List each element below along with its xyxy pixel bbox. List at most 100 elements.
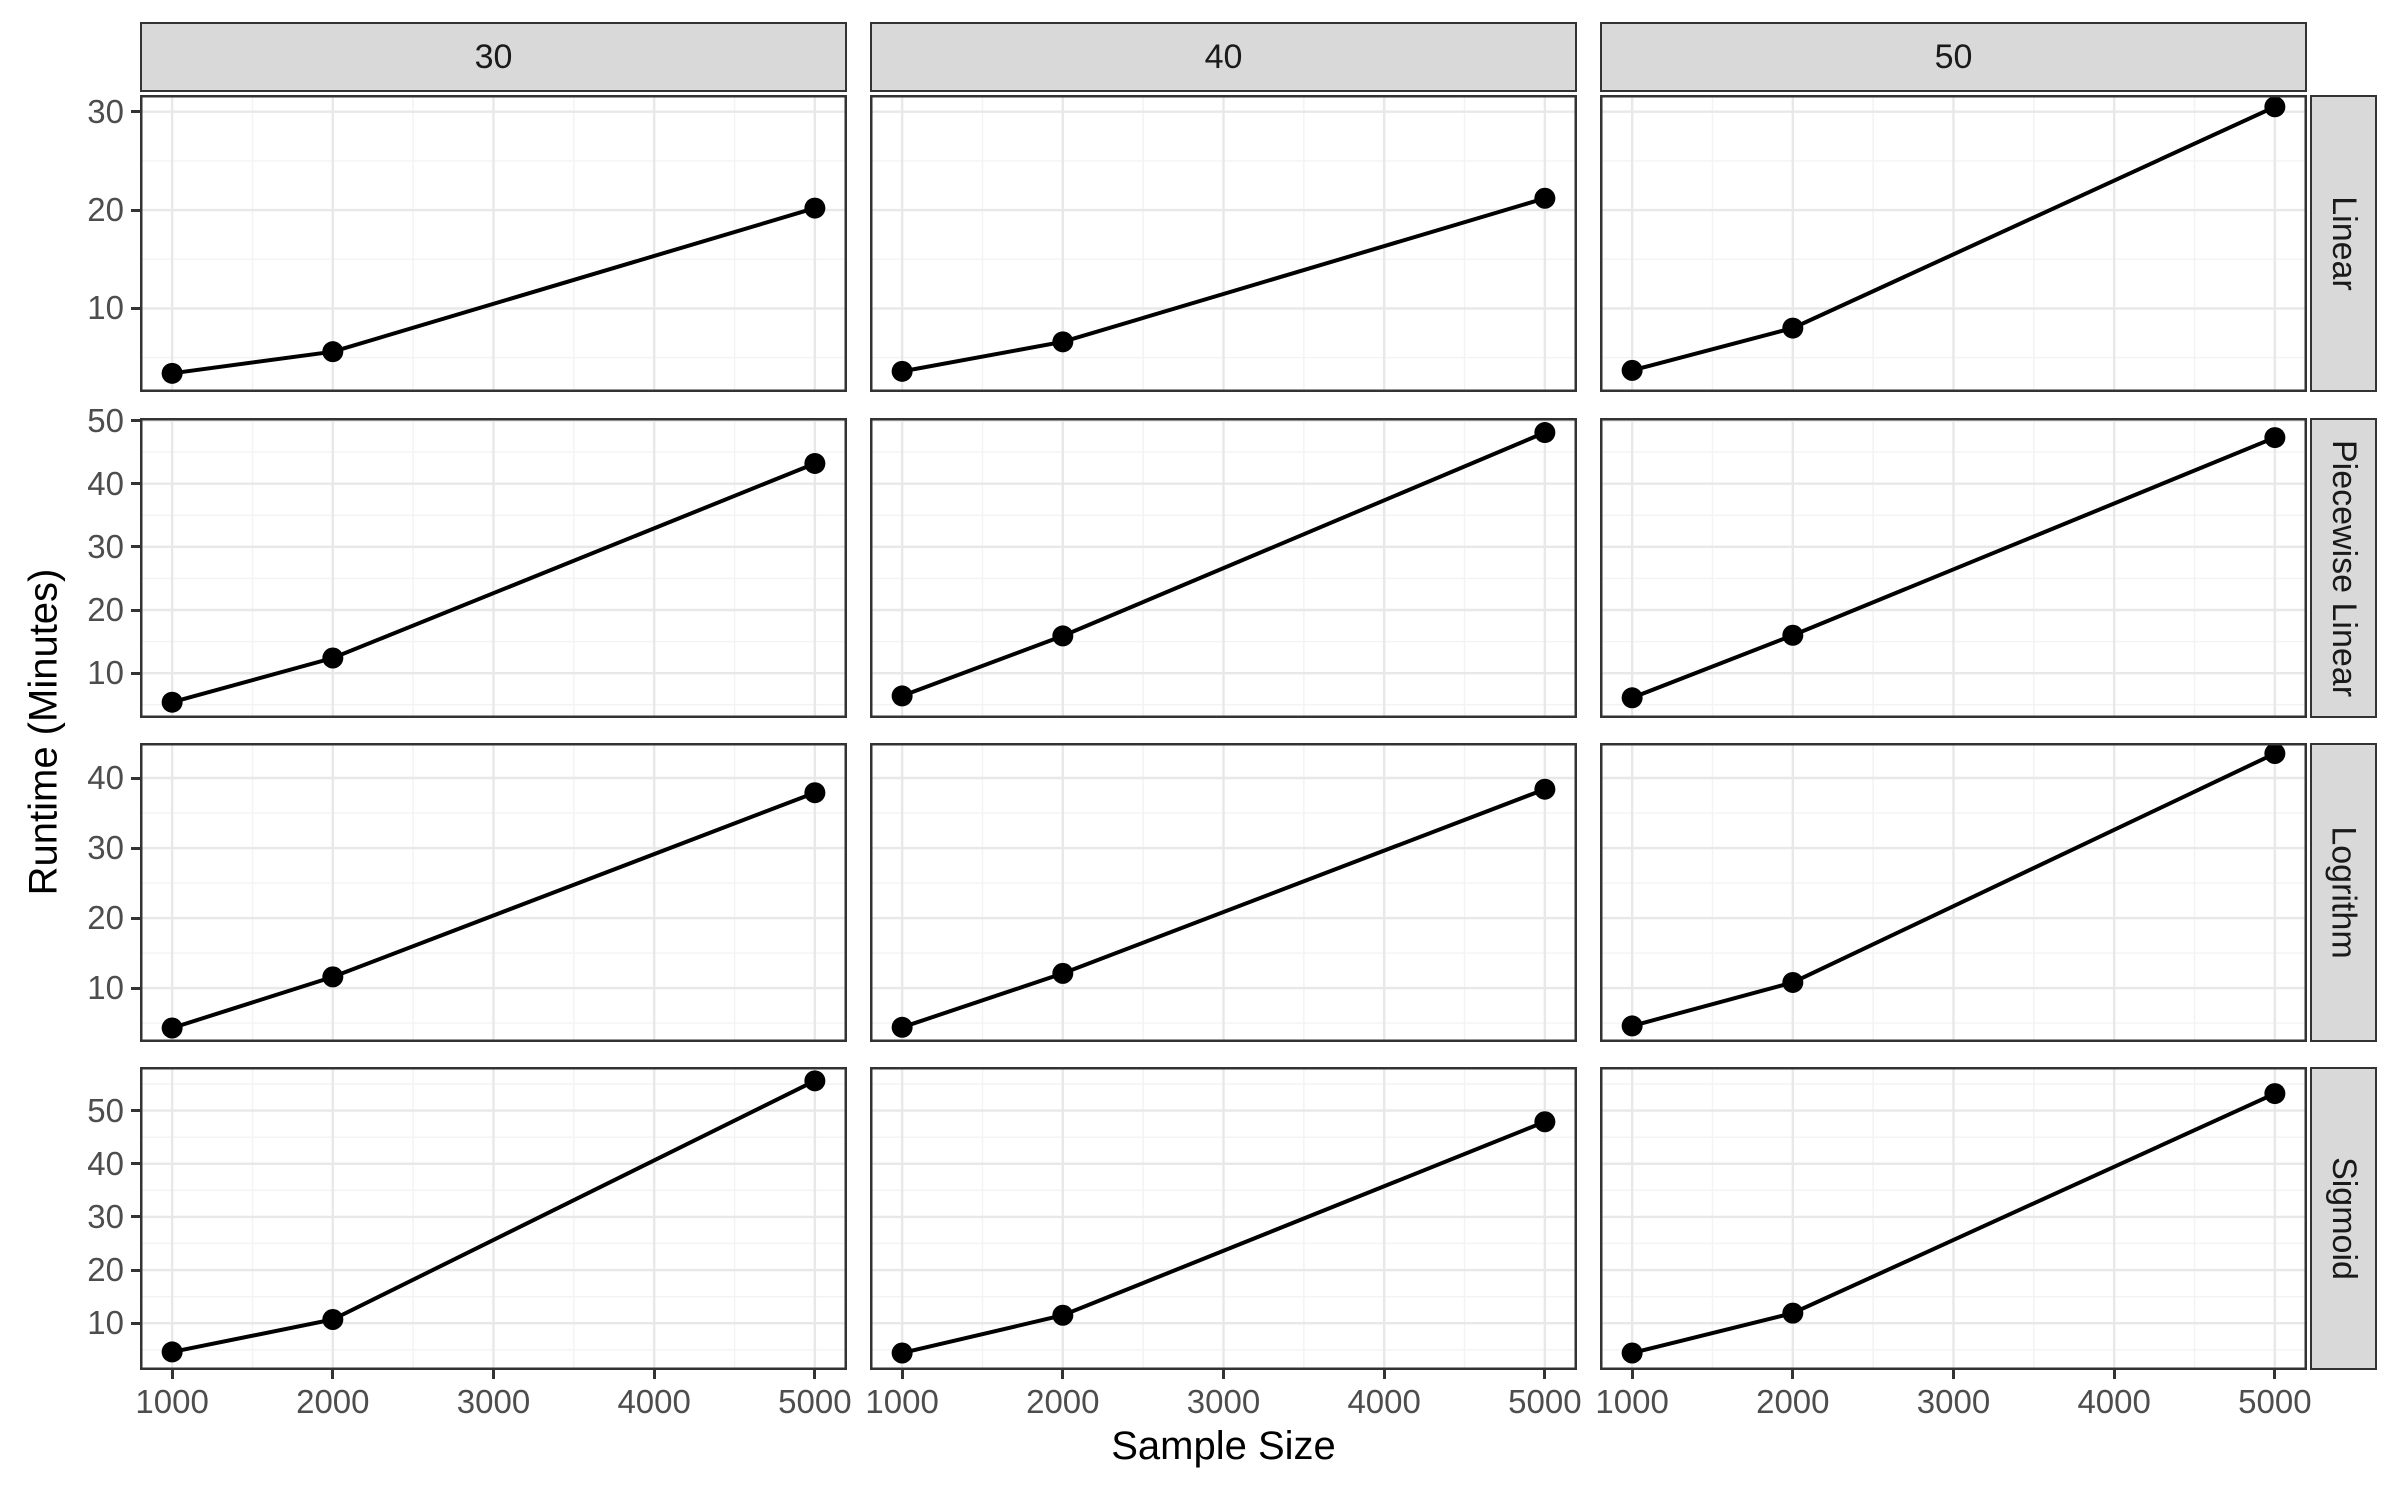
data-point <box>891 685 913 707</box>
grid-svg <box>1600 95 2307 392</box>
panel <box>1600 418 2307 718</box>
row-strip: Piecewise Linear <box>2310 418 2377 718</box>
x-tick-label: 1000 <box>865 1383 939 1420</box>
data-point <box>1534 187 1556 209</box>
x-tick-mark <box>331 1370 335 1379</box>
y-tick-mark <box>131 1321 140 1325</box>
y-tick-label: 20 <box>87 191 124 229</box>
y-tick-mark <box>131 846 140 850</box>
grid-svg <box>140 418 847 718</box>
y-tick-mark <box>131 545 140 549</box>
x-tick-label: 3000 <box>1186 1383 1261 1420</box>
y-tick-mark <box>131 916 140 920</box>
data-point <box>2264 427 2286 449</box>
x-tick-mark <box>1382 1370 1386 1379</box>
panel <box>140 418 847 718</box>
data-point <box>2264 743 2286 765</box>
grid-svg <box>870 1067 1577 1370</box>
data-point <box>161 1341 183 1363</box>
row-strip-label: Linear <box>2325 196 2364 291</box>
data-point <box>1534 1111 1556 1133</box>
y-tick-mark <box>131 671 140 675</box>
column-strip-label: 40 <box>1204 37 1243 76</box>
grid-svg <box>870 418 1577 718</box>
grid-svg <box>870 743 1577 1042</box>
x-tick-mark <box>1543 1370 1547 1379</box>
x-tick-mark <box>1952 1370 1955 1379</box>
grid-svg <box>140 95 847 392</box>
y-tick-mark <box>131 1268 140 1272</box>
data-point <box>1534 778 1556 800</box>
x-tick-mark <box>2273 1370 2277 1379</box>
x-tick-label: 3000 <box>456 1383 531 1420</box>
data-point <box>1782 1302 1804 1324</box>
data-point <box>891 1342 913 1364</box>
data-point <box>322 1309 344 1330</box>
row-strip-label: Sigmoid <box>2325 1157 2363 1280</box>
y-tick-label: 20 <box>87 899 124 937</box>
row-strip-label: Piecewise Linear <box>2325 439 2363 697</box>
data-point <box>2264 1083 2286 1105</box>
y-tick-label: 50 <box>87 1091 124 1129</box>
x-tick-label: 2000 <box>1026 1383 1100 1420</box>
y-tick-label: 10 <box>87 289 124 327</box>
y-tick-mark <box>131 1215 140 1219</box>
y-tick-mark <box>131 482 140 486</box>
x-tick-label: 5000 <box>778 1383 852 1420</box>
grid-svg <box>870 95 1577 392</box>
y-tick-label: 20 <box>87 1251 124 1289</box>
row-strip-label: Logrithm <box>2325 826 2363 959</box>
column-strip: 50 <box>1600 22 2307 92</box>
y-tick-label: 30 <box>87 1197 124 1235</box>
column-strip-label: 30 <box>474 37 513 76</box>
data-point <box>1782 317 1804 339</box>
x-tick-label: 1000 <box>1595 1383 1669 1420</box>
panel <box>140 1067 847 1370</box>
panel <box>140 95 847 392</box>
data-point <box>1534 422 1556 444</box>
y-tick-label: 10 <box>87 969 124 1007</box>
column-strip: 30 <box>140 22 847 92</box>
panel <box>870 95 1577 392</box>
data-point <box>1052 331 1074 353</box>
y-tick-mark <box>131 986 140 990</box>
y-tick-label: 30 <box>87 92 124 130</box>
x-tick-label: 4000 <box>1347 1383 1421 1420</box>
y-tick-mark <box>131 1162 140 1166</box>
x-tick-label: 4000 <box>2077 1383 2151 1420</box>
row-strip: Sigmoid <box>2310 1067 2377 1370</box>
column-strip: 40 <box>870 22 1577 92</box>
data-point <box>1782 971 1804 993</box>
x-tick-label: 5000 <box>1508 1383 1582 1420</box>
x-tick-label: 5000 <box>2238 1383 2312 1420</box>
y-tick-label: 40 <box>87 759 124 796</box>
x-tick-mark <box>2112 1370 2116 1379</box>
y-tick-mark <box>131 110 140 114</box>
y-tick-mark <box>131 208 140 212</box>
column-strip-label: 50 <box>1934 37 1973 76</box>
y-tick-mark <box>131 608 140 612</box>
y-tick-label: 50 <box>87 401 124 439</box>
y-tick-mark <box>131 776 140 780</box>
y-tick-label: 10 <box>87 1304 124 1342</box>
y-tick-mark <box>131 306 140 310</box>
x-tick-mark <box>492 1370 495 1379</box>
data-point <box>804 1070 826 1092</box>
data-point <box>1621 359 1643 381</box>
x-tick-mark <box>1061 1370 1065 1379</box>
x-tick-label: 3000 <box>1916 1383 1991 1420</box>
y-tick-label: 40 <box>87 1144 124 1182</box>
y-tick-label: 20 <box>87 591 124 628</box>
data-point <box>161 1017 183 1039</box>
data-point <box>161 362 183 384</box>
x-tick-label: 2000 <box>296 1383 370 1420</box>
panel <box>1600 1067 2307 1370</box>
x-tick-mark <box>900 1370 904 1379</box>
panel <box>870 743 1577 1042</box>
row-strip: Linear <box>2310 95 2377 392</box>
row-strip: Logrithm <box>2310 743 2377 1042</box>
y-tick-label: 10 <box>87 654 124 692</box>
y-tick-label: 40 <box>87 464 124 502</box>
y-tick-label: 30 <box>87 829 124 867</box>
